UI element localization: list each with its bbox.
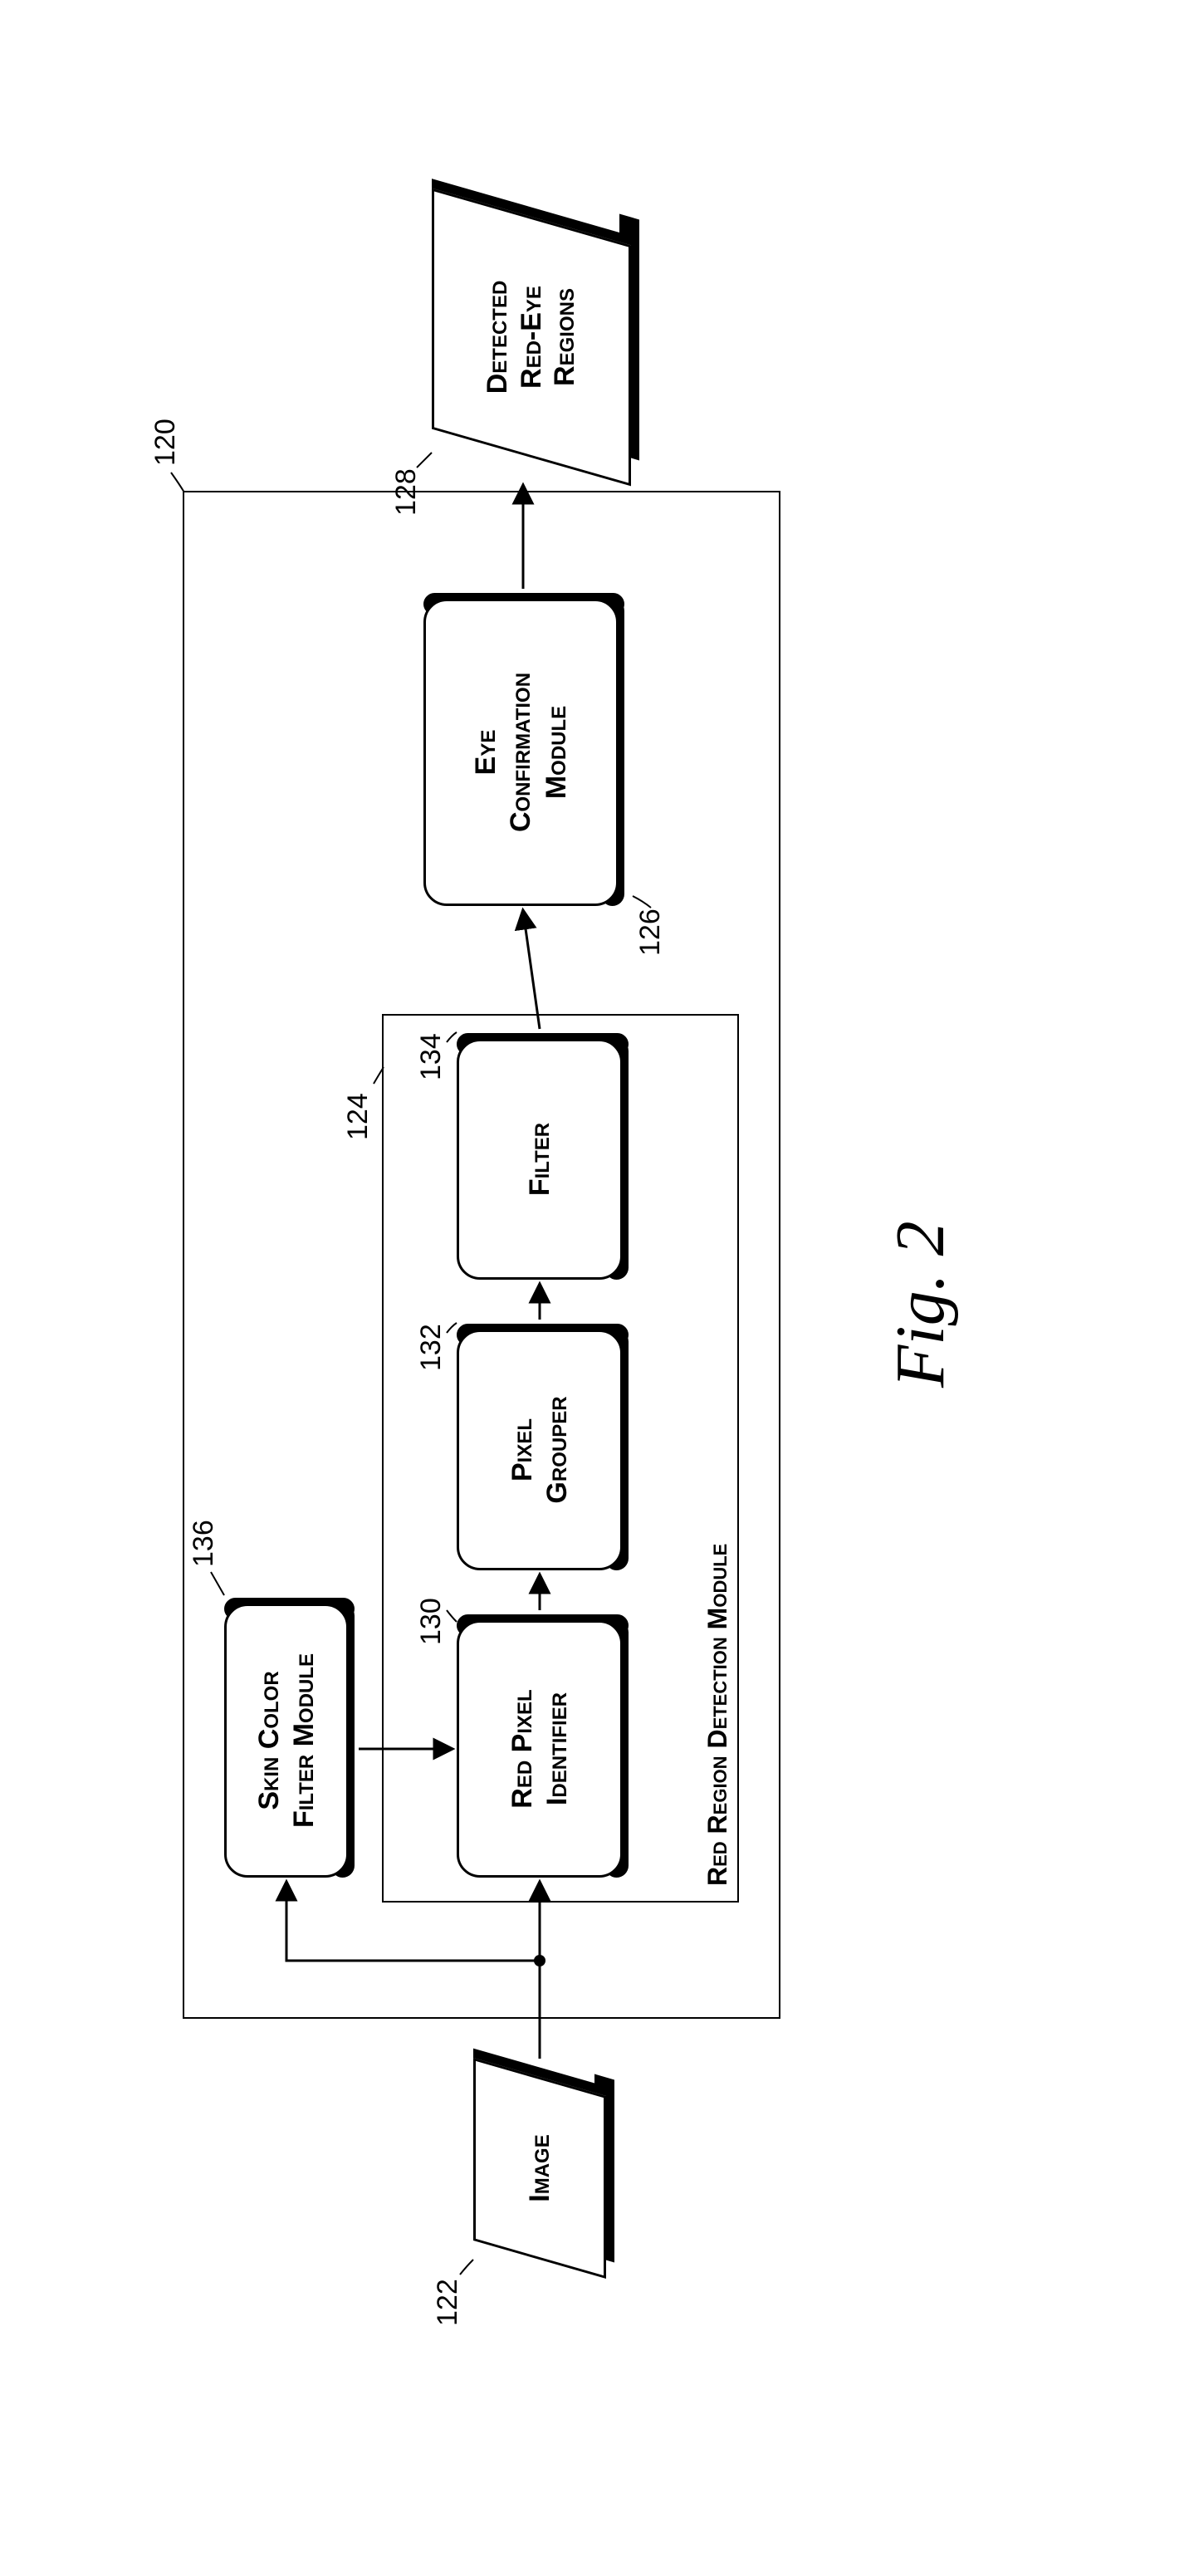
ref-134: 134 bbox=[415, 1033, 448, 1080]
data-input: Image bbox=[473, 2077, 606, 2260]
ref-130: 130 bbox=[415, 1598, 448, 1645]
data-output: Detected Red-Eye Regions bbox=[432, 217, 631, 458]
skin-color-filter-label: Skin Color Filter Module bbox=[243, 1638, 330, 1843]
eye-confirmation-label: Eye Confirmation Module bbox=[460, 658, 583, 847]
detection-module-label: Red Region Detection Module bbox=[702, 1544, 733, 1886]
ref-120: 120 bbox=[149, 419, 182, 466]
ref-136: 136 bbox=[188, 1520, 220, 1567]
red-pixel-identifier-label: Red Pixel Identifier bbox=[497, 1674, 584, 1823]
pixel-grouper-label: Pixel Grouper bbox=[497, 1381, 584, 1518]
red-pixel-identifier-module: Red Pixel Identifier bbox=[457, 1620, 623, 1878]
pixel-grouper-module: Pixel Grouper bbox=[457, 1330, 623, 1570]
eye-confirmation-module: Eye Confirmation Module bbox=[423, 599, 619, 906]
ref-128: 128 bbox=[390, 468, 423, 516]
figure-caption: Fig. 2 bbox=[880, 1221, 961, 1388]
ref-132: 132 bbox=[415, 1324, 448, 1371]
skin-color-filter-module: Skin Color Filter Module bbox=[224, 1604, 349, 1878]
ref-124: 124 bbox=[342, 1093, 374, 1140]
ref-122: 122 bbox=[432, 2279, 464, 2326]
ref-126: 126 bbox=[634, 908, 667, 956]
filter-label: Filter bbox=[514, 1108, 566, 1211]
filter-module: Filter bbox=[457, 1039, 623, 1280]
data-input-label: Image bbox=[473, 2077, 606, 2260]
data-output-label: Detected Red-Eye Regions bbox=[432, 217, 631, 458]
